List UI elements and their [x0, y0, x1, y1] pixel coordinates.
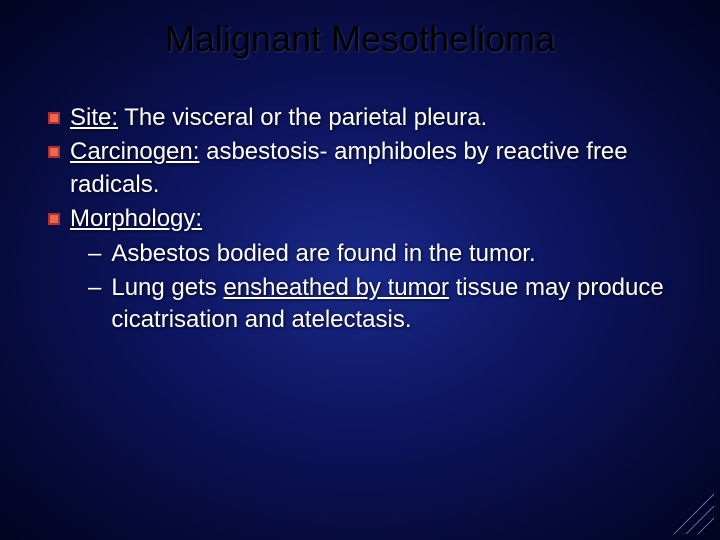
- dash-icon: –: [88, 238, 101, 270]
- bullet-rest: The visceral or the parietal pleura.: [118, 104, 487, 131]
- slide: Malignant Mesothelioma Site: The viscera…: [0, 0, 720, 540]
- sub-underlined: ensheathed by tumor: [223, 274, 448, 301]
- sub-text: Asbestos bodied are found in the tumor.: [111, 238, 535, 270]
- bullet-prefix: Site:: [70, 104, 118, 131]
- corner-decoration-icon: [664, 484, 714, 534]
- sub-item: – Asbestos bodied are found in the tumor…: [88, 238, 680, 270]
- sub-item: – Lung gets ensheathed by tumor tissue m…: [88, 272, 680, 337]
- dash-icon: –: [88, 272, 101, 304]
- slide-title: Malignant Mesothelioma: [40, 18, 680, 60]
- bullet-text: Site: The visceral or the parietal pleur…: [70, 102, 487, 134]
- bullet-item: Site: The visceral or the parietal pleur…: [48, 102, 680, 134]
- bullet-item: Carcinogen: asbestosis- amphiboles by re…: [48, 136, 680, 201]
- bullet-text: Carcinogen: asbestosis- amphiboles by re…: [70, 136, 680, 201]
- sub-before: Lung gets: [111, 274, 223, 301]
- bullet-text: Morphology:: [70, 203, 202, 235]
- sub-list: – Asbestos bodied are found in the tumor…: [88, 238, 680, 337]
- slide-content: Site: The visceral or the parietal pleur…: [40, 102, 680, 337]
- sub-text: Lung gets ensheathed by tumor tissue may…: [111, 272, 680, 337]
- sub-before: Asbestos bodied are found in the tumor.: [111, 240, 535, 267]
- bullet-item: Morphology:: [48, 203, 680, 235]
- bullet-prefix: Carcinogen:: [70, 138, 199, 165]
- bullet-prefix: Morphology:: [70, 205, 202, 232]
- square-bullet-icon: [48, 146, 60, 158]
- square-bullet-icon: [48, 213, 60, 225]
- square-bullet-icon: [48, 112, 60, 124]
